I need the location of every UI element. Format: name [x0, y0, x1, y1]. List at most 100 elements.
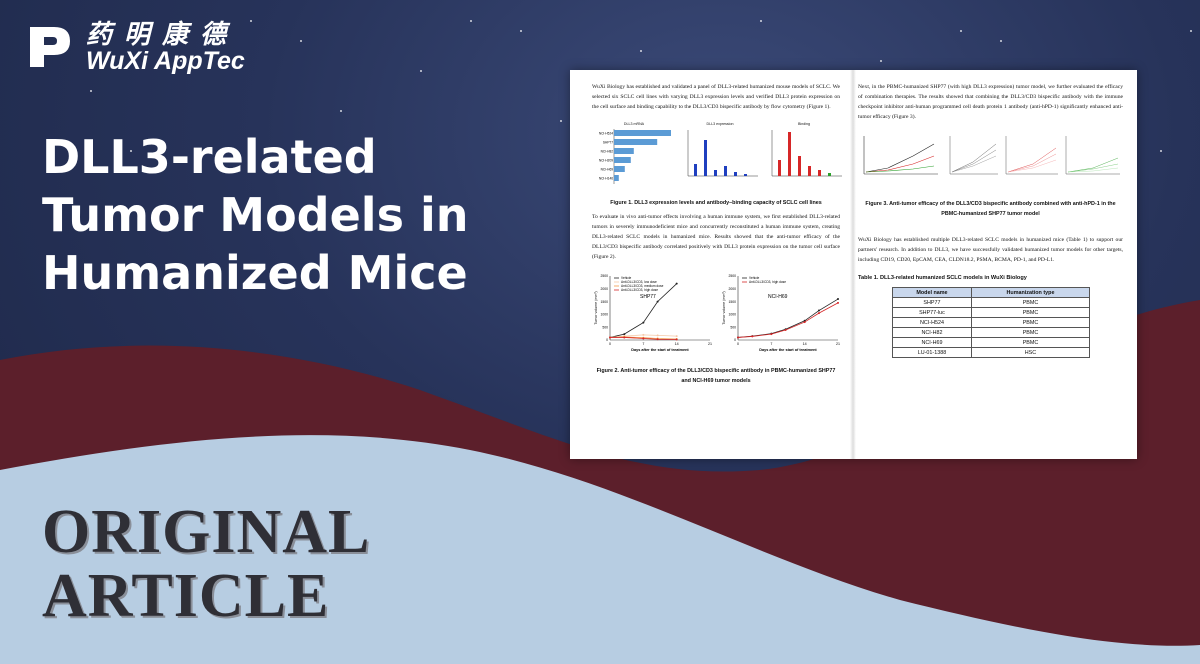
fig3-panel — [1065, 136, 1120, 175]
brand-name-cn: 药明康德 — [86, 20, 239, 50]
data-point — [623, 336, 626, 339]
fig2-shp77-panel: 0 500 1000 1500 2000 2500 0 7 14 21 Days after the… — [592, 268, 716, 360]
h69-growth-chart: 0 500 1000 1500 2000 2500 0 7 14 21 Days after the… — [722, 274, 840, 352]
star — [1160, 150, 1162, 152]
shp77-growth-chart: 0 500 1000 1500 2000 2500 0 7 14 21 Days after the… — [594, 274, 712, 352]
series-line — [737, 298, 839, 338]
mrna-bar — [614, 148, 634, 154]
chart-title: NCI-H69 — [768, 294, 788, 300]
document-left-page: WuXi Biology has established and validat… — [570, 70, 852, 459]
headline-line-3: Humanized Mice — [42, 246, 468, 300]
data-point — [675, 282, 678, 285]
fig1-binding-panel: Binding — [764, 122, 844, 192]
data-point — [642, 333, 645, 336]
book-spine — [850, 70, 856, 459]
headline-line-1: DLL3-related — [42, 130, 377, 184]
fig1-title-expression: DLL3 expression — [706, 122, 734, 126]
mrna-bar-chart: NCI-H524 SHP77 NCI-H82 NCI-H209 NCI-H69 NCI-H… — [599, 129, 671, 184]
table-cell: NCI-H82 — [891, 327, 973, 338]
expression-bar — [714, 170, 717, 176]
star — [960, 30, 962, 32]
star — [560, 120, 562, 122]
table-cell: HSC — [971, 347, 1090, 358]
open-document: WuXi Biology has established and validat… — [570, 70, 1137, 459]
table-cell: PBMC — [971, 327, 1090, 338]
expression-bar — [734, 172, 737, 176]
legend-label: Anti-DLL3/CD3, high dose — [749, 280, 786, 284]
data-point — [817, 312, 820, 315]
legend-label: Vehicle — [749, 276, 760, 280]
y-tick-label: 2000 — [600, 287, 608, 291]
brand-name-en: WuXi AppTec — [86, 47, 245, 75]
y-tick-label: 1500 — [728, 300, 736, 304]
star — [760, 20, 762, 22]
y-tick-label: 2000 — [728, 287, 736, 291]
y-tick-label: 1500 — [600, 300, 608, 304]
star — [880, 60, 882, 62]
star — [340, 110, 342, 112]
y-axis-label: Tumor volume (mm³) — [594, 291, 598, 324]
x-tick-label: 14 — [803, 342, 807, 346]
table-1-caption: Table 1. DLL3-related humanized SCLC mod… — [858, 275, 1027, 281]
mrna-bar — [614, 157, 631, 163]
article-type-line-1: ORIGINAL — [42, 498, 371, 566]
binding-bar — [788, 132, 791, 176]
figure-3-panels — [863, 136, 1120, 175]
fig3-panel — [949, 136, 998, 175]
right-paragraph-2: WuXi Biology has established multiple DL… — [858, 237, 1123, 263]
document-right-page: Next, in the PBMC-humanized SHP77 (with … — [854, 70, 1137, 459]
figure-3-caption: Figure 3. Anti-tumor efficacy of the DLL… — [865, 201, 1116, 217]
data-point — [609, 336, 611, 339]
table-cell: PBMC — [971, 317, 1090, 328]
mrna-category-label: NCI-H146 — [599, 177, 613, 181]
expression-bar — [744, 174, 747, 176]
models-table: Model name Humanization type SHP77 PBMC S… — [891, 287, 1090, 358]
mrna-category-label: NCI-H209 — [599, 159, 613, 163]
mrna-category-label: NCI-H524 — [599, 132, 613, 136]
legend-label: Vehicle — [621, 276, 632, 280]
table-cell: SHP77-luc — [891, 307, 973, 318]
star — [1000, 40, 1002, 42]
star — [470, 20, 472, 22]
table-header-cell: Humanization type — [971, 287, 1090, 298]
x-tick-label: 0 — [609, 342, 611, 346]
right-paragraph-1: Next, in the PBMC-humanized SHP77 (with … — [858, 84, 1123, 120]
table-cell: PBMC — [971, 307, 1090, 318]
table-cell: NCI-H524 — [891, 317, 973, 328]
headline-line-2: Tumor Models in — [42, 188, 469, 242]
expression-bar-chart — [687, 130, 758, 177]
left-paragraph-2: To evaluate in vivo anti-tumor effects i… — [592, 214, 840, 260]
y-tick-label: 0 — [606, 338, 608, 342]
x-axis-label: Days after the start of treatment — [759, 348, 817, 352]
y-tick-label: 500 — [602, 325, 608, 329]
star — [1190, 30, 1192, 32]
star — [250, 20, 252, 22]
article-type-line-2: ARTICLE — [42, 562, 330, 630]
binding-bar — [828, 173, 831, 176]
y-tick-label: 1000 — [600, 313, 608, 317]
table-cell: LU-01-1388 — [891, 347, 973, 358]
fig1-title-binding: Binding — [798, 122, 810, 126]
mrna-bar — [614, 130, 671, 136]
y-tick-label: 500 — [730, 325, 736, 329]
star — [420, 70, 422, 72]
expression-bar — [694, 164, 697, 176]
light-blue-wave — [0, 435, 1200, 664]
data-point — [784, 329, 787, 332]
data-point — [770, 333, 773, 336]
mrna-category-label: NCI-H69 — [601, 168, 614, 172]
data-point — [837, 301, 839, 304]
figure-2-caption: Figure 2. Anti-tumor efficacy of the DLL… — [596, 368, 836, 384]
x-tick-label: 21 — [836, 342, 840, 346]
x-tick-label: 7 — [642, 342, 644, 346]
wuxi-logo-icon — [30, 27, 70, 67]
table-row: NCI-H82 PBMC — [891, 327, 1090, 338]
chart-title: SHP77 — [640, 294, 656, 300]
article-type-label: ORIGINAL ARTICLE — [42, 500, 370, 628]
star — [640, 50, 642, 52]
table-row: LU-01-1388 HSC — [891, 347, 1090, 358]
headline: DLL3-related Tumor Models in Humanized M… — [42, 128, 562, 302]
data-point — [803, 321, 806, 324]
legend-label: Anti-DLL3/CD3, low dose — [621, 280, 657, 284]
